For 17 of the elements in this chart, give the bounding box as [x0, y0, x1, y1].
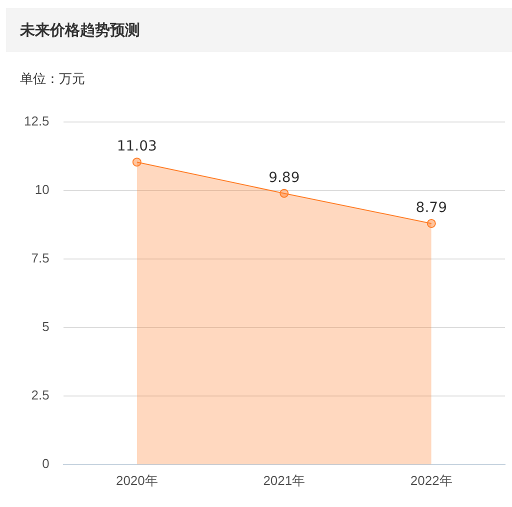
- x-tick-label: 2021年: [263, 472, 306, 488]
- data-label: 9.89: [268, 170, 300, 186]
- data-label: 8.79: [416, 200, 447, 216]
- point: [426, 218, 436, 228]
- point: [280, 188, 289, 198]
- x-tick-label: 2020年: [116, 472, 158, 488]
- y-tick-label: 2.5: [31, 387, 50, 402]
- y-tick-label: 5: [42, 318, 50, 334]
- y-tick-label: 10: [34, 182, 50, 197]
- data-label: 11.03: [116, 138, 157, 155]
- y-tick-label: 7.5: [31, 250, 50, 266]
- y-tick-label: 12.5: [24, 113, 50, 128]
- point: [132, 158, 142, 167]
- y-axis-title: 单位：万元: [20, 71, 85, 88]
- x-tick-label: 2022年: [410, 472, 452, 488]
- chart-title: 未来价格趋势预测: [6, 8, 512, 52]
- y-tick-label: 0: [42, 456, 50, 471]
